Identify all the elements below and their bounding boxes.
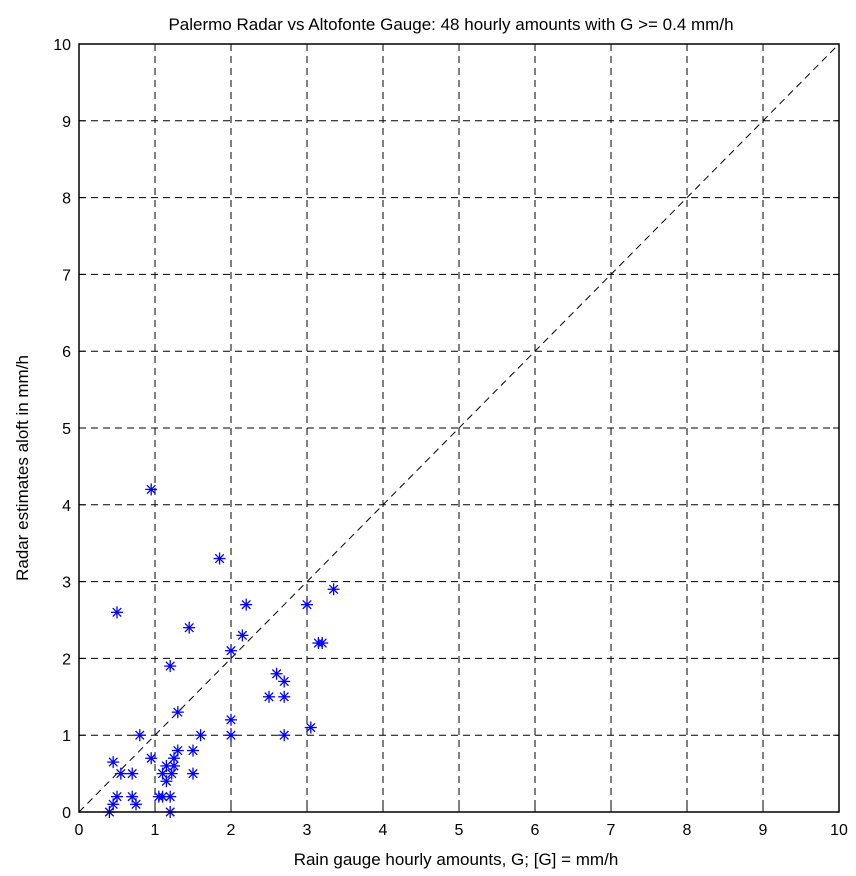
y-tick-label: 6 <box>62 344 71 361</box>
x-tick-label: 8 <box>683 822 692 839</box>
y-tick-label: 0 <box>62 805 71 822</box>
data-point <box>114 767 127 780</box>
x-tick-label: 1 <box>151 822 160 839</box>
data-point <box>145 752 158 765</box>
x-tick-label: 7 <box>607 822 616 839</box>
chart-title: Palermo Radar vs Altofonte Gauge: 48 hou… <box>168 15 733 34</box>
data-point <box>183 621 196 634</box>
data-point <box>171 706 184 719</box>
data-point <box>301 598 313 611</box>
y-tick-label: 7 <box>62 267 71 284</box>
x-tick-label: 10 <box>830 822 848 839</box>
data-point <box>187 767 199 780</box>
data-point <box>126 767 139 780</box>
data-point <box>164 790 177 803</box>
axis-ticks: 0 1 2 3 4 5 6 7 8 9 10 0 1 2 3 4 5 6 7 8 9 10 <box>53 37 848 839</box>
data-point <box>327 583 340 596</box>
data-point <box>107 756 120 769</box>
x-axis-label: Rain gauge hourly amounts, G; [G] = mm/h <box>294 850 619 869</box>
data-point <box>278 729 291 742</box>
x-tick-label: 5 <box>455 822 464 839</box>
x-tick-label: 2 <box>227 822 236 839</box>
x-tick-label: 3 <box>303 822 312 839</box>
data-point <box>270 667 283 680</box>
y-tick-label: 3 <box>62 575 71 592</box>
data-point <box>213 552 226 565</box>
data-point <box>278 690 291 703</box>
data-point <box>194 729 207 742</box>
data-point <box>225 713 237 726</box>
data-point <box>278 675 291 688</box>
data-point <box>107 798 120 811</box>
data-point <box>165 767 178 780</box>
data-point <box>160 775 173 788</box>
data-point <box>187 744 199 757</box>
y-tick-label: 4 <box>62 498 71 515</box>
data-point <box>171 744 184 757</box>
y-tick-label: 8 <box>62 191 71 208</box>
data-point <box>236 629 249 642</box>
data-point <box>240 598 253 611</box>
data-point <box>145 483 158 496</box>
data-point <box>164 660 177 673</box>
x-tick-label: 4 <box>379 822 388 839</box>
data-point <box>111 606 123 619</box>
data-point <box>133 729 146 742</box>
data-points <box>103 483 340 818</box>
y-tick-label: 5 <box>62 421 71 438</box>
y-tick-label: 10 <box>53 37 71 54</box>
y-tick-label: 2 <box>62 651 71 668</box>
data-point <box>316 637 329 650</box>
data-point <box>225 729 237 742</box>
data-point <box>304 721 317 734</box>
x-tick-label: 0 <box>75 822 84 839</box>
x-tick-label: 6 <box>531 822 540 839</box>
y-tick-label: 9 <box>62 114 71 131</box>
data-point <box>111 790 123 803</box>
reference-line-1to1 <box>78 43 840 813</box>
x-tick-label: 9 <box>759 822 768 839</box>
data-point <box>130 798 142 811</box>
y-tick-label: 1 <box>62 728 71 745</box>
data-point <box>263 690 275 703</box>
y-axis-label: Radar estimates aloft in mm/h <box>13 355 32 581</box>
data-point <box>168 759 180 772</box>
data-point <box>225 644 237 657</box>
